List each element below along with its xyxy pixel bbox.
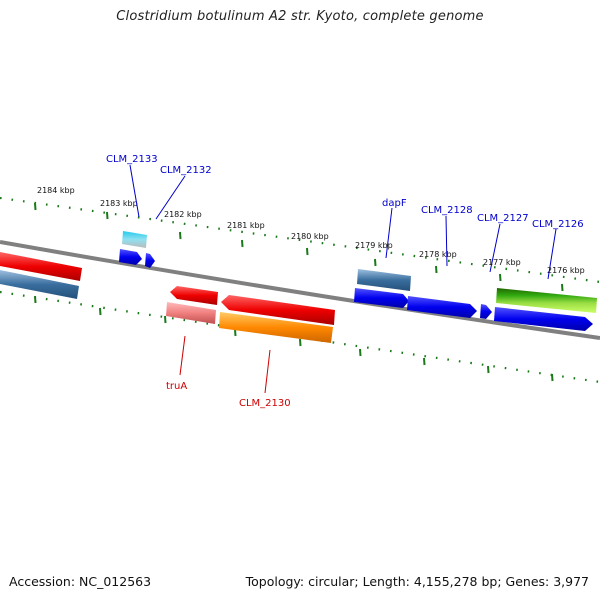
tick-label: 2177 kbp <box>483 258 521 267</box>
reverse-label-leaders <box>179 335 271 394</box>
genome-summary-text: Topology: circular; Length: 4,155,278 bp… <box>245 574 589 589</box>
forward-label-leaders <box>129 164 557 280</box>
tick-label: 2181 kbp <box>227 221 265 230</box>
gene-label-clm-2127[interactable]: CLM_2127 <box>477 213 529 224</box>
outer-scale-track <box>0 196 600 284</box>
gene-pink[interactable] <box>166 302 216 324</box>
tick-label: 2178 kbp <box>419 250 457 259</box>
gene-trua[interactable] <box>170 286 218 305</box>
tick-label: 2184 kbp <box>37 186 75 195</box>
gene-label-clm-2133[interactable]: CLM_2133 <box>106 154 158 165</box>
gene-label-clm-2130[interactable]: CLM_2130 <box>239 398 291 409</box>
tick-label: 2179 kbp <box>355 241 393 250</box>
gene-label-clm-2132[interactable]: CLM_2132 <box>160 165 212 176</box>
tick-label: 2180 kbp <box>291 232 329 241</box>
gene-label-dapf[interactable]: dapF <box>382 198 407 209</box>
gene-steel-dapf[interactable] <box>357 269 411 291</box>
inner-major-ticks <box>34 295 554 382</box>
tick-label: 2183 kbp <box>100 199 138 208</box>
gene-clm-2133[interactable] <box>122 231 147 248</box>
gene-dapf[interactable] <box>354 288 409 308</box>
gene-orange[interactable] <box>219 312 333 343</box>
gene-clm-2132-a[interactable] <box>119 249 142 265</box>
gene-label-trua[interactable]: truA <box>166 381 187 392</box>
gene-clm-2132-b[interactable] <box>145 253 155 268</box>
gene-label-clm-2126[interactable]: CLM_2126 <box>532 219 584 230</box>
gene-clm-2127[interactable] <box>480 304 492 319</box>
genome-backbone <box>0 240 600 340</box>
gene-red-left-edge[interactable] <box>0 252 82 281</box>
gene-clm-2130[interactable] <box>221 295 335 325</box>
gene-clm-2128[interactable] <box>407 296 477 318</box>
gene-clm-2126[interactable] <box>494 307 593 331</box>
tick-label: 2182 kbp <box>164 210 202 219</box>
map-title: Clostridium botulinum A2 str. Kyoto, com… <box>116 9 484 24</box>
outer-major-ticks <box>34 202 564 292</box>
gene-green[interactable] <box>496 288 597 313</box>
gene-steel-left-edge[interactable] <box>0 270 79 299</box>
gene-label-clm-2128[interactable]: CLM_2128 <box>421 205 473 216</box>
tick-label: 2176 kbp <box>547 266 585 275</box>
accession-text: Accession: NC_012563 <box>9 574 152 589</box>
